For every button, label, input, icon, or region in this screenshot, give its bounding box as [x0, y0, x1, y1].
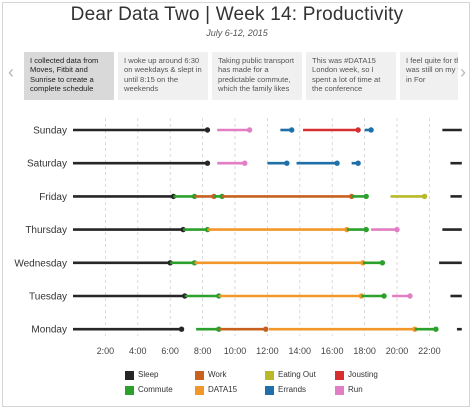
- segment-end-dot: [407, 293, 413, 299]
- legend-swatch: [125, 371, 134, 380]
- day-label: Wednesday: [14, 258, 67, 269]
- segment-end-dot: [355, 127, 361, 133]
- segment-end-dot: [334, 160, 340, 166]
- day-label: Thursday: [25, 225, 67, 236]
- x-tick-label: 16:00: [321, 346, 344, 356]
- legend-label: Sleep: [138, 370, 159, 379]
- x-tick-label: 8:00: [194, 346, 212, 356]
- day-label: Tuesday: [29, 292, 67, 303]
- segment-end-dot: [421, 193, 428, 200]
- page-title: Dear Data Two | Week 14: Productivity: [70, 4, 404, 25]
- day-label: Monday: [31, 325, 67, 336]
- x-tick-label: 20:00: [386, 346, 409, 356]
- segment-end-dot: [360, 260, 366, 266]
- segment-end-dot: [204, 160, 211, 166]
- legend-swatch: [195, 371, 204, 380]
- segment-end-dot: [433, 326, 439, 332]
- legend-label: Eating Out: [278, 370, 316, 379]
- legend-swatch: [335, 371, 344, 380]
- x-tick-label: 10:00: [224, 346, 247, 356]
- annotation-card[interactable]: I collected data from Moves, Fitbit and …: [24, 52, 114, 100]
- legend-label: Work: [208, 370, 227, 379]
- x-tick-label: 4:00: [129, 346, 147, 356]
- legend-label: DATA15: [208, 385, 238, 394]
- legend-swatch: [265, 371, 274, 380]
- annotation-card-text: Taking public transport has made for a p…: [218, 56, 294, 94]
- x-tick-label: 18:00: [353, 346, 376, 356]
- annotation-card[interactable]: This was #DATA15 London week, so I spent…: [306, 52, 396, 100]
- segment-end-dot: [363, 193, 369, 200]
- legend-label: Commute: [138, 385, 173, 394]
- visualization-frame: [2, 2, 470, 407]
- legend-swatch: [125, 386, 134, 395]
- annotation-card-text: I feel quite for that I was still on my …: [406, 56, 458, 84]
- legend-swatch: [265, 386, 274, 395]
- day-label: Saturday: [27, 159, 67, 170]
- annotation-carousel: I collected data from Moves, Fitbit and …: [24, 52, 458, 100]
- segment-end-dot: [355, 160, 361, 166]
- segment-end-dot: [381, 293, 387, 299]
- legend-label: Jousting: [348, 370, 378, 379]
- x-tick-label: 6:00: [161, 346, 179, 356]
- x-tick-label: 22:00: [418, 346, 441, 356]
- legend-swatch: [195, 386, 204, 395]
- annotation-card-text: I woke up around 6:30 on weekdays & slep…: [124, 56, 202, 94]
- annotation-card[interactable]: Taking public transport has made for a p…: [212, 52, 302, 100]
- page-subtitle: July 6-12, 2015: [206, 28, 268, 38]
- legend-label: Run: [348, 385, 363, 394]
- day-label: Friday: [39, 192, 67, 203]
- annotation-card[interactable]: I feel quite for that I was still on my …: [400, 52, 458, 100]
- segment-end-dot: [368, 127, 374, 133]
- legend-swatch: [335, 386, 344, 395]
- segment-end-dot: [284, 160, 290, 166]
- legend-label: Errands: [278, 385, 307, 394]
- segment-end-dot: [263, 326, 269, 332]
- segment-end-dot: [178, 326, 185, 332]
- segment-end-dot: [246, 127, 253, 133]
- segment-end-dot: [242, 160, 248, 166]
- x-tick-label: 12:00: [256, 346, 279, 356]
- segment-end-dot: [344, 226, 350, 233]
- annotation-card-text: I collected data from Moves, Fitbit and …: [30, 56, 99, 94]
- segment-end-dot: [363, 226, 369, 233]
- x-tick-label: 2:00: [97, 346, 115, 356]
- chevron-right-icon[interactable]: ›: [460, 62, 466, 82]
- segment-end-dot: [204, 127, 211, 133]
- segment-end-dot: [379, 260, 386, 266]
- annotation-card[interactable]: I woke up around 6:30 on weekdays & slep…: [118, 52, 208, 100]
- day-label: Sunday: [33, 126, 67, 137]
- segment-end-dot: [289, 127, 295, 133]
- chevron-left-icon[interactable]: ‹: [8, 62, 14, 82]
- segment-end-dot: [394, 226, 400, 233]
- annotation-card-text: This was #DATA15 London week, so I spent…: [312, 56, 381, 94]
- x-tick-label: 14:00: [289, 346, 312, 356]
